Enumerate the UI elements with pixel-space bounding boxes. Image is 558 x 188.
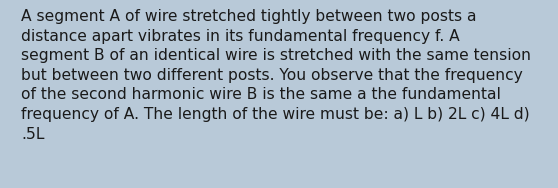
Text: A segment A of wire stretched tightly between two posts a
distance apart vibrate: A segment A of wire stretched tightly be… — [21, 9, 531, 142]
